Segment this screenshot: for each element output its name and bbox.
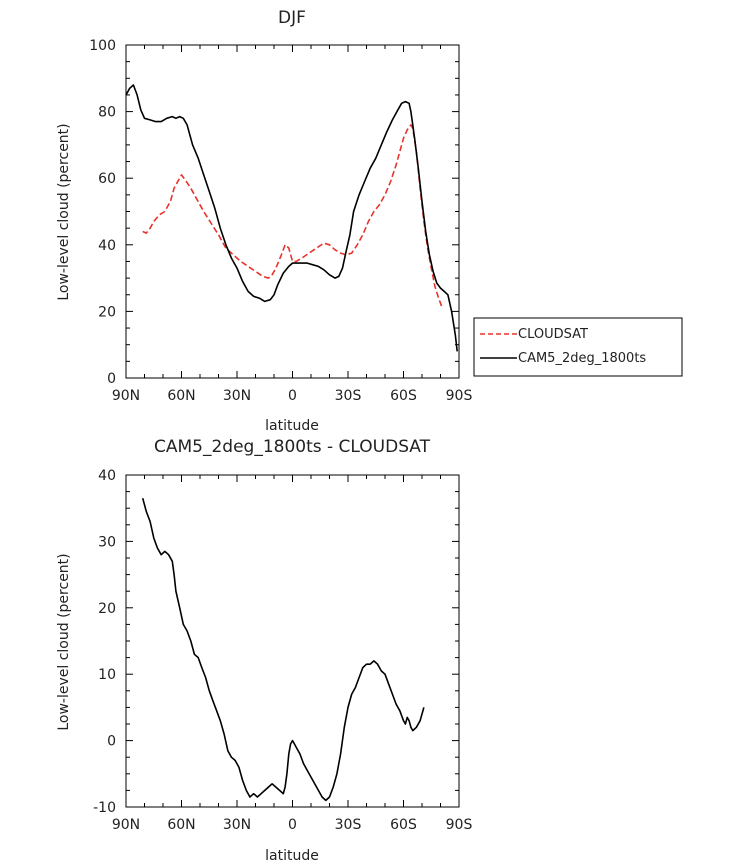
top-panel-x-axis-label: latitude: [265, 418, 319, 434]
top-panel-ticks: [125, 44, 460, 379]
y-tick-label: 20: [98, 304, 116, 320]
x-tick-label: 30S: [335, 817, 362, 833]
cam5-2deg-1800ts-line: [125, 84, 458, 352]
x-tick-label: 0: [288, 817, 297, 833]
y-tick-label: 100: [89, 38, 116, 54]
y-tick-label: 0: [107, 371, 116, 387]
y-tick-label: 40: [98, 468, 116, 484]
x-tick-label: 30N: [223, 388, 251, 404]
top-panel-title: DJF: [278, 8, 306, 28]
difference-line: [141, 497, 425, 802]
bottom-panel-ticks: [125, 474, 460, 808]
top-panel-y-tick-labels: 0 20 40 60 80 100: [89, 38, 116, 387]
legend: CLOUDSAT CAM5_2deg_1800ts: [473, 317, 683, 377]
bottom-panel-y-axis-label: Low-level cloud (percent): [56, 553, 72, 730]
legend-label-cam5: CAM5_2deg_1800ts: [518, 351, 646, 366]
x-tick-label: 90N: [112, 388, 140, 404]
y-tick-label: 30: [98, 534, 116, 550]
x-tick-label: 0: [288, 388, 297, 404]
x-tick-label: 60N: [167, 817, 195, 833]
bottom-panel: CAM5_2deg_1800ts - CLOUDSAT 90N 60N 30N 0 30…: [56, 437, 472, 864]
top-panel: DJF 90N 60N 30N 0 30S 60S 90S 0 20 40 60 80 100 lat…: [56, 8, 472, 434]
legend-box: [473, 317, 683, 377]
x-tick-label: 60S: [390, 817, 417, 833]
bottom-panel-x-axis-label: latitude: [265, 848, 319, 864]
top-panel-frame: [125, 44, 460, 379]
y-tick-label: 60: [98, 171, 116, 187]
y-tick-label: 80: [98, 105, 116, 121]
x-tick-label: 30N: [223, 817, 251, 833]
top-panel-y-axis-label: Low-level cloud (percent): [56, 123, 72, 300]
x-tick-label: 90S: [446, 388, 473, 404]
bottom-panel-title: CAM5_2deg_1800ts - CLOUDSAT: [154, 437, 431, 457]
y-tick-label: 20: [98, 601, 116, 617]
y-tick-label: 0: [107, 734, 116, 750]
y-tick-label: 40: [98, 238, 116, 254]
top-panel-series: [125, 84, 458, 352]
x-tick-label: 90N: [112, 817, 140, 833]
x-tick-label: 60S: [390, 388, 417, 404]
cloudsat-line: [142, 124, 444, 309]
bottom-panel-frame: [125, 474, 460, 808]
x-tick-label: 60N: [167, 388, 195, 404]
legend-label-cloudsat: CLOUDSAT: [518, 327, 588, 342]
y-tick-label: -10: [93, 800, 116, 816]
bottom-panel-series: [141, 497, 425, 802]
y-tick-label: 10: [98, 667, 116, 683]
x-tick-label: 30S: [335, 388, 362, 404]
bottom-panel-y-tick-labels: -10 0 10 20 30 40: [93, 468, 116, 816]
x-tick-label: 90S: [446, 817, 473, 833]
top-panel-x-tick-labels: 90N 60N 30N 0 30S 60S 90S: [112, 388, 473, 404]
bottom-panel-x-tick-labels: 90N 60N 30N 0 30S 60S 90S: [112, 817, 473, 833]
